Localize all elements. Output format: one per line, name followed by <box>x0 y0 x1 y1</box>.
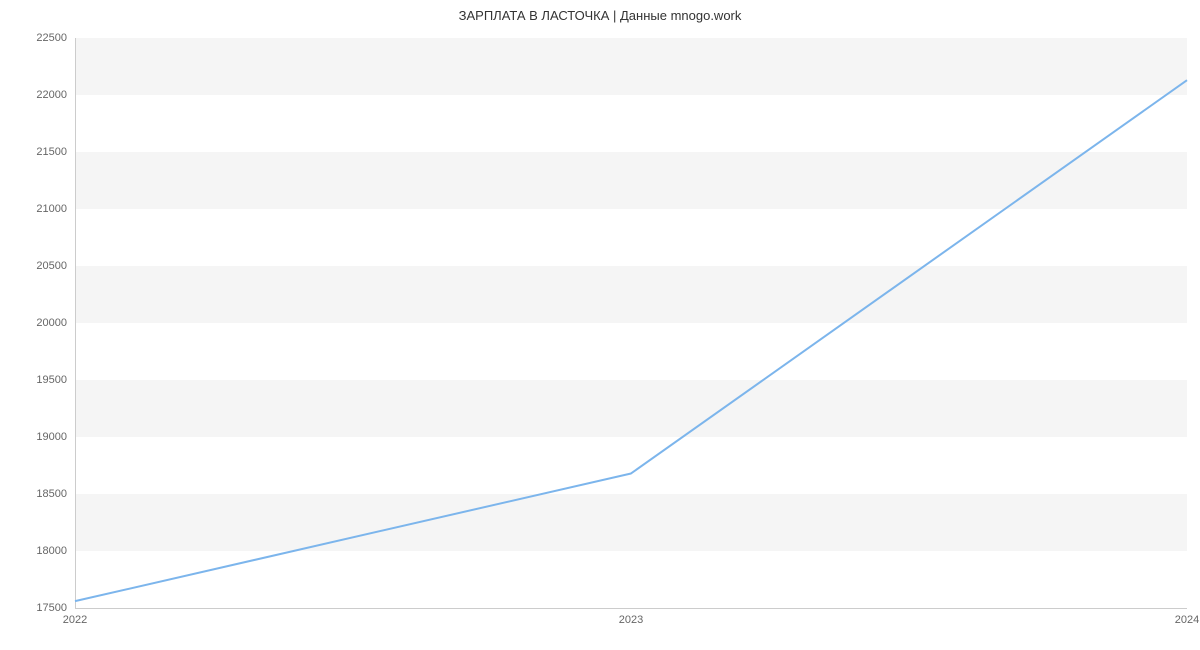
y-tick-label: 21000 <box>36 203 75 215</box>
x-tick-label: 2024 <box>1175 608 1199 626</box>
series-line <box>75 38 1187 608</box>
y-tick-label: 22500 <box>36 32 75 44</box>
salary-line-chart: ЗАРПЛАТА В ЛАСТОЧКА | Данные mnogo.work … <box>0 0 1200 650</box>
y-tick-label: 19000 <box>36 431 75 443</box>
chart-title: ЗАРПЛАТА В ЛАСТОЧКА | Данные mnogo.work <box>0 8 1200 23</box>
y-tick-label: 21500 <box>36 146 75 158</box>
x-tick-label: 2022 <box>63 608 87 626</box>
y-tick-label: 18000 <box>36 545 75 557</box>
plot-area: 1750018000185001900019500200002050021000… <box>75 38 1187 608</box>
y-tick-label: 19500 <box>36 374 75 386</box>
x-tick-label: 2023 <box>619 608 643 626</box>
x-axis-line <box>75 608 1187 609</box>
y-tick-label: 22000 <box>36 89 75 101</box>
y-tick-label: 20500 <box>36 260 75 272</box>
y-tick-label: 18500 <box>36 488 75 500</box>
y-tick-label: 20000 <box>36 317 75 329</box>
